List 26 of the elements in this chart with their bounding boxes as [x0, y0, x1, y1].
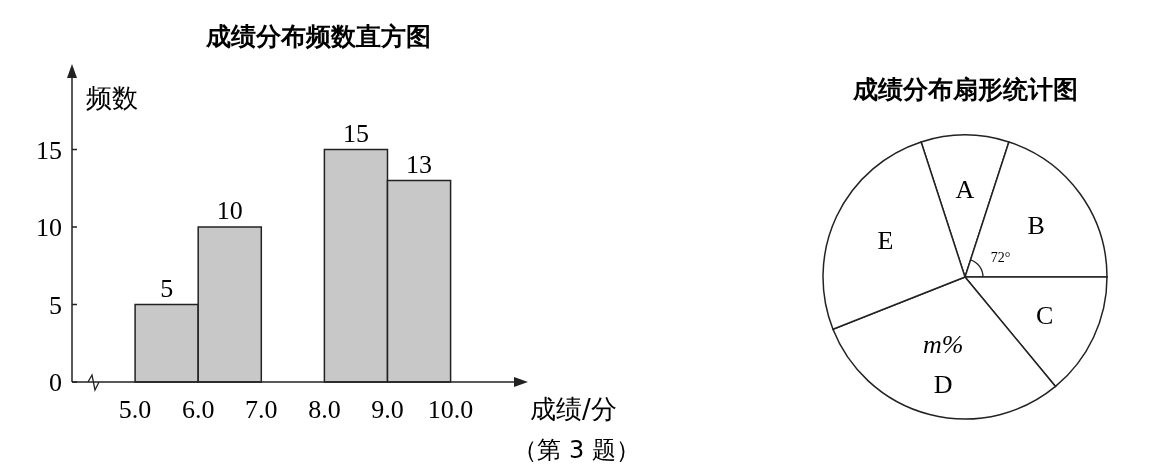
- y-axis-title: 频数: [86, 83, 138, 113]
- x-tick-label: 5.0: [118, 395, 152, 424]
- y-tick-label: 0: [49, 368, 62, 398]
- data-label: 15: [342, 118, 369, 148]
- slice-label: B: [1027, 211, 1045, 241]
- slice-label: E: [877, 225, 894, 255]
- x-tick-label: 8.0: [308, 395, 341, 424]
- data-label: 13: [406, 149, 433, 179]
- data-label: 5: [160, 273, 174, 303]
- x-tick-label: 6.0: [181, 395, 215, 424]
- text: （第 3 题）: [513, 436, 640, 464]
- y-tick-label: 5: [49, 290, 62, 320]
- text: 72°: [990, 249, 1011, 265]
- slice-label: A: [955, 175, 975, 205]
- y-tick-label: 15: [36, 135, 62, 165]
- y-tick-label: 10: [36, 213, 62, 243]
- x-tick-label: 9.0: [371, 395, 404, 424]
- chart-title: 成绩分布扇形统计图: [851, 75, 1078, 104]
- x-tick-label: 10.0: [427, 395, 474, 424]
- slice-label: D: [933, 370, 953, 400]
- data-label: 10: [216, 196, 243, 225]
- slice-label: C: [1035, 300, 1054, 330]
- x-tick-label: 7.0: [245, 395, 278, 424]
- chart-title: 成绩分布频数直方图: [204, 22, 431, 51]
- x-axis-title: 成绩/分: [530, 394, 617, 424]
- text: m%: [922, 330, 964, 360]
